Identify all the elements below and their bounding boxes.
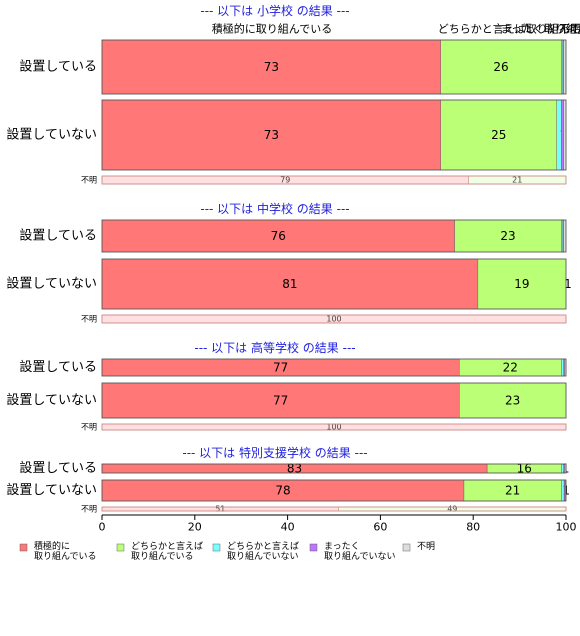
legend-swatch (402, 543, 411, 552)
x-tick-label: 100 (556, 521, 577, 534)
data-label: 100 (326, 423, 341, 432)
top-label-unknown: 不明 (559, 23, 580, 36)
legend-label: 不明 (417, 541, 435, 552)
bar-frame (101, 423, 567, 431)
row-label: 設置していない (6, 276, 97, 292)
data-label: 23 (500, 229, 515, 243)
data-label: 81 (282, 277, 297, 291)
panel-title: --- 以下は 高等学校 の結果 --- (194, 340, 355, 355)
data-label: 21 (512, 176, 522, 185)
row-label: 設置していない (6, 392, 97, 408)
bar-segment (101, 39, 441, 95)
bar-segment (561, 358, 564, 377)
bar-frame (101, 358, 567, 377)
data-label: 51 (215, 505, 225, 514)
row-label: 不明 (81, 505, 97, 514)
data-label: 22 (503, 361, 518, 375)
data-label: 49 (447, 505, 457, 514)
panel-title: --- 以下は 小学校 の結果 --- (200, 3, 349, 18)
bar-frame (101, 382, 567, 419)
data-label: 83 (287, 462, 302, 476)
x-tick-label: 60 (373, 521, 387, 534)
data-label: 77 (273, 394, 288, 408)
bar-frame (101, 463, 567, 474)
panel-title: --- 以下は 中学校 の結果 --- (200, 201, 349, 216)
row-label: 不明 (81, 176, 97, 185)
legend-swatch (309, 543, 318, 552)
data-label: 79 (280, 176, 290, 185)
data-label: 21 (505, 484, 520, 498)
bar-segment (561, 99, 564, 171)
top-label-active: 積極的に取り組んでいる (212, 22, 332, 36)
bar-segment (101, 382, 460, 419)
row-label: 設置していない (6, 482, 97, 498)
row-label: 設置している (19, 460, 97, 476)
row-label: 不明 (81, 423, 97, 432)
data-label: 100 (326, 315, 341, 324)
row-label: 設置している (19, 359, 97, 375)
bar-frame (101, 39, 567, 95)
bar-frame (101, 506, 567, 512)
legend-label: 取り組んでいる (34, 550, 97, 562)
legend-label: どちらかと言えば (131, 540, 203, 552)
x-tick-label: 80 (466, 521, 480, 534)
legend-label: 取り組んでいない (227, 550, 299, 562)
legend-swatch (19, 543, 28, 552)
bar-segment (440, 99, 557, 171)
legend-swatch (212, 543, 221, 552)
row-label: 不明 (81, 315, 97, 324)
bar-frame (101, 479, 567, 502)
legend-swatch (116, 543, 125, 552)
legend-label: どちらかと言えば (227, 540, 299, 552)
data-label: 1 (564, 277, 572, 291)
legend-label: 取り組んでいる (131, 550, 194, 562)
row-label: 設置している (19, 228, 97, 244)
bar-segment (101, 219, 455, 253)
data-label: 76 (271, 229, 286, 243)
data-label: 16 (517, 462, 532, 476)
data-label: 23 (505, 394, 520, 408)
row-label: 設置していない (6, 127, 97, 143)
data-label: 25 (491, 128, 506, 142)
legend-label: まったく (324, 541, 360, 552)
row-label: 設置している (19, 59, 97, 75)
data-label: 73 (264, 128, 279, 142)
x-tick-label: 0 (99, 521, 106, 534)
bar-frame (101, 258, 567, 310)
x-tick-label: 40 (281, 521, 295, 534)
bar-frame (101, 99, 567, 171)
x-tick-label: 20 (188, 521, 202, 534)
data-label: 73 (264, 60, 279, 74)
data-label: 26 (493, 60, 508, 74)
panel-title: --- 以下は 特別支援学校 の結果 --- (182, 445, 367, 460)
legend-label: 取り組んでいない (324, 550, 396, 562)
bar-frame (101, 314, 567, 324)
bar-frame (101, 219, 567, 253)
bar-frame (101, 175, 567, 185)
data-label: 19 (514, 277, 529, 291)
data-label: 78 (275, 484, 290, 498)
bar-segment (101, 258, 479, 310)
data-label: 77 (273, 361, 288, 375)
legend-label: 積極的に (34, 540, 70, 552)
